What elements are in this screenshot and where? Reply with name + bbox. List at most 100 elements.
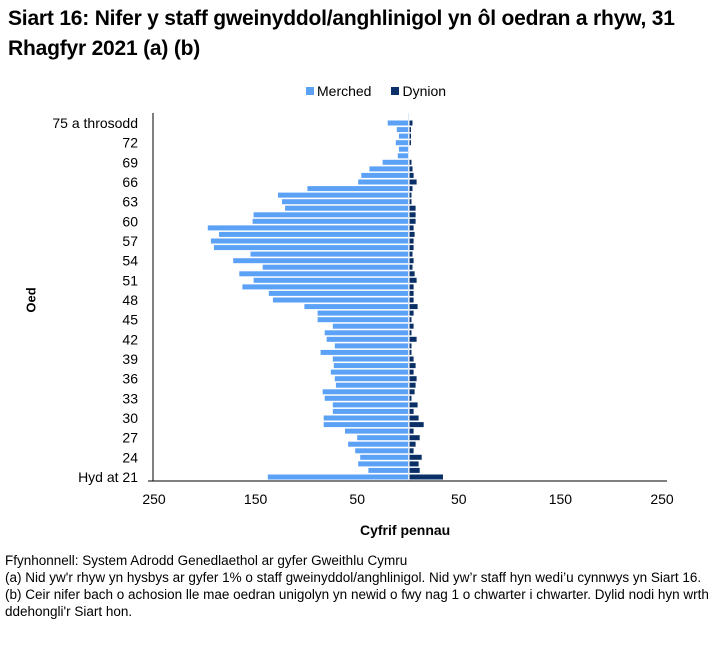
bar-dynion bbox=[409, 166, 413, 172]
bar-merched bbox=[233, 258, 408, 264]
bar-merched bbox=[332, 356, 408, 362]
bar-merched bbox=[324, 395, 408, 401]
x-tick-label: 150 bbox=[244, 491, 268, 507]
bar-dynion bbox=[409, 133, 411, 139]
bar-merched bbox=[307, 186, 408, 192]
bar-merched bbox=[324, 330, 408, 336]
bar-merched bbox=[262, 264, 408, 270]
bar-merched bbox=[355, 448, 408, 454]
bar-dynion bbox=[409, 284, 414, 290]
bar-merched bbox=[368, 467, 408, 473]
legend: Merched Dynion bbox=[306, 83, 446, 99]
bar-merched bbox=[317, 310, 408, 316]
chart-title: Siart 16: Nifer y staff gweinyddol/anghl… bbox=[8, 7, 675, 60]
bar-merched bbox=[282, 199, 408, 205]
legend-item-merched: Merched bbox=[306, 83, 371, 99]
bar-merched bbox=[335, 382, 408, 388]
x-tick-label: 250 bbox=[650, 491, 674, 507]
bar-merched bbox=[398, 146, 408, 152]
bar-merched bbox=[358, 461, 408, 467]
bar-dynion bbox=[409, 343, 412, 349]
bar-merched bbox=[323, 422, 408, 428]
bar-dynion bbox=[409, 448, 414, 454]
bar-dynion bbox=[409, 127, 411, 133]
bar-merched bbox=[213, 245, 408, 251]
legend-item-dynion: Dynion bbox=[391, 83, 446, 99]
y-tick-label: 57 bbox=[122, 233, 138, 249]
bar-dynion bbox=[409, 369, 414, 375]
bar-merched bbox=[333, 363, 408, 369]
bar-dynion bbox=[409, 441, 416, 447]
bar-dynion bbox=[409, 467, 420, 473]
y-tick-label: 42 bbox=[122, 331, 138, 347]
bar-dynion bbox=[409, 212, 416, 218]
bar-dynion bbox=[409, 205, 416, 211]
bar-merched bbox=[210, 238, 408, 244]
bar-dynion bbox=[409, 349, 412, 355]
bar-merched bbox=[304, 304, 408, 310]
bar-dynion bbox=[409, 336, 417, 342]
bar-merched bbox=[332, 408, 408, 414]
bar-dynion bbox=[409, 120, 413, 126]
bar-merched bbox=[360, 454, 408, 460]
bar-merched bbox=[278, 192, 408, 198]
bar-dynion bbox=[409, 271, 415, 277]
bar-dynion bbox=[409, 251, 413, 257]
bar-dynion bbox=[409, 422, 424, 428]
legend-swatch-dynion bbox=[391, 87, 400, 95]
bar-dynion bbox=[409, 192, 412, 198]
bar-dynion bbox=[409, 310, 414, 316]
y-tick-label: 54 bbox=[122, 253, 138, 269]
bar-merched bbox=[397, 153, 408, 159]
bar-merched bbox=[357, 435, 408, 441]
x-axis-title: Cyfrif pennau bbox=[360, 522, 451, 538]
y-tick-label: 63 bbox=[122, 194, 138, 210]
bar-dynion bbox=[409, 238, 414, 244]
y-tick-label: Hyd at 21 bbox=[78, 469, 138, 485]
bar-merched bbox=[332, 402, 408, 408]
bar-merched bbox=[398, 133, 408, 139]
bar-merched bbox=[326, 336, 408, 342]
bar-dynion bbox=[409, 454, 422, 460]
bar-merched bbox=[322, 389, 408, 395]
bar-merched bbox=[330, 369, 408, 375]
bar-dynion bbox=[409, 363, 416, 369]
x-tick-label: 50 bbox=[451, 491, 467, 507]
bar-dynion bbox=[409, 172, 414, 178]
bar-dynion bbox=[409, 186, 413, 192]
y-tick-label: 51 bbox=[122, 272, 138, 288]
y-tick-label: 60 bbox=[122, 213, 138, 229]
bar-dynion bbox=[409, 389, 415, 395]
bar-dynion bbox=[409, 264, 413, 270]
bar-dynion bbox=[409, 408, 414, 414]
bar-merched bbox=[317, 317, 408, 323]
bar-dynion bbox=[409, 218, 416, 224]
bar-dynion bbox=[409, 297, 414, 303]
bar-merched bbox=[219, 231, 408, 237]
y-tick-label: 36 bbox=[122, 371, 138, 387]
bar-merched bbox=[242, 284, 408, 290]
bar-dynion bbox=[409, 428, 414, 434]
x-tick-label: 50 bbox=[349, 491, 365, 507]
bar-merched bbox=[268, 290, 408, 296]
legend-label-dynion: Dynion bbox=[402, 83, 447, 99]
x-tick-label: 150 bbox=[549, 491, 573, 507]
bar-dynion bbox=[409, 245, 414, 251]
y-tick-label: 45 bbox=[122, 312, 138, 328]
y-tick-label: 72 bbox=[122, 135, 138, 151]
x-tick-label: 250 bbox=[142, 491, 166, 507]
bar-merched bbox=[252, 218, 408, 224]
bar-dynion bbox=[409, 356, 414, 362]
bar-dynion bbox=[409, 258, 414, 264]
bar-merched bbox=[334, 376, 408, 382]
bar-dynion bbox=[409, 317, 412, 323]
bar-dynion bbox=[409, 323, 414, 329]
bar-dynion bbox=[409, 415, 419, 421]
bar-merched bbox=[267, 474, 408, 480]
bar-dynion bbox=[409, 179, 417, 185]
y-tick-label: 39 bbox=[122, 351, 138, 367]
bar-merched bbox=[253, 212, 408, 218]
bar-merched bbox=[358, 179, 408, 185]
bar-dynion bbox=[409, 290, 414, 296]
y-tick-label: 69 bbox=[122, 154, 138, 170]
